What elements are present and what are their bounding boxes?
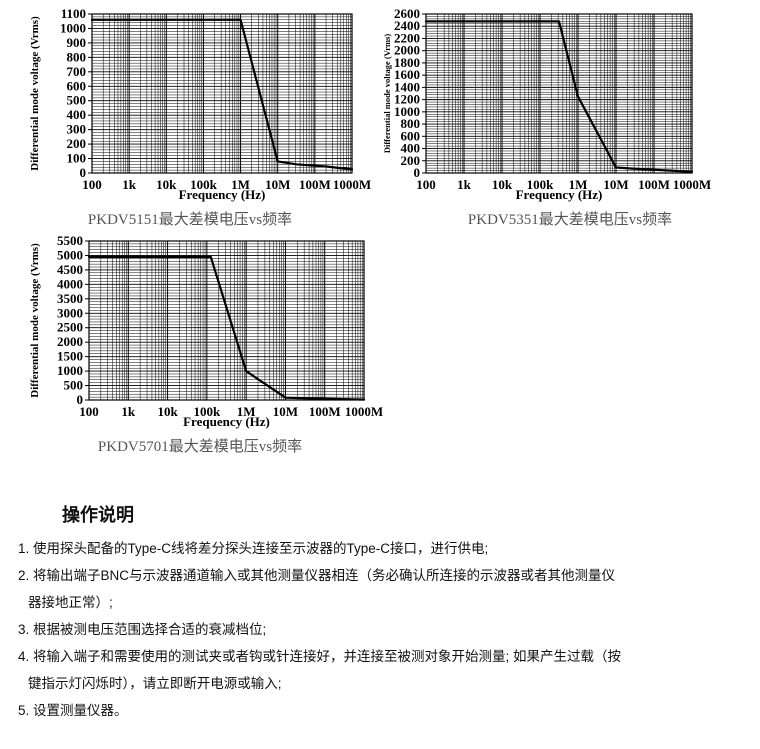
svg-text:1000: 1000 — [57, 363, 83, 378]
svg-text:Frequency (Hz): Frequency (Hz) — [183, 414, 270, 429]
svg-text:500: 500 — [64, 378, 84, 393]
svg-text:10k: 10k — [492, 177, 513, 192]
svg-text:1000: 1000 — [60, 20, 86, 35]
svg-text:100: 100 — [67, 151, 87, 166]
svg-text:Differential mode voltage (Vrm: Differential mode voltage (Vrms) — [382, 34, 392, 154]
svg-text:100M: 100M — [309, 404, 341, 419]
svg-text:300: 300 — [67, 122, 87, 137]
svg-text:4500: 4500 — [57, 262, 83, 277]
svg-text:4000: 4000 — [57, 276, 83, 291]
svg-text:2500: 2500 — [57, 320, 83, 335]
svg-text:1k: 1k — [122, 177, 137, 192]
svg-text:1k: 1k — [457, 177, 472, 192]
svg-text:500: 500 — [67, 93, 87, 108]
svg-text:1100: 1100 — [61, 6, 86, 21]
svg-text:3500: 3500 — [57, 291, 83, 306]
svg-text:10M: 10M — [273, 404, 298, 419]
svg-text:3000: 3000 — [57, 305, 83, 320]
svg-text:100M: 100M — [638, 177, 670, 192]
svg-text:2000: 2000 — [57, 334, 83, 349]
svg-text:Differential mode voltage (Vrm: Differential mode voltage (Vrms) — [29, 16, 41, 171]
svg-text:200: 200 — [67, 136, 87, 151]
svg-text:700: 700 — [67, 64, 87, 79]
svg-text:100: 100 — [82, 177, 102, 192]
svg-text:900: 900 — [67, 35, 87, 50]
svg-text:1500: 1500 — [57, 349, 83, 364]
svg-text:400: 400 — [67, 107, 87, 122]
svg-text:1000M: 1000M — [673, 177, 711, 192]
svg-text:1000M: 1000M — [345, 404, 383, 419]
svg-text:5000: 5000 — [57, 247, 83, 262]
svg-text:100M: 100M — [299, 177, 331, 192]
svg-text:10M: 10M — [265, 177, 290, 192]
svg-text:2600: 2600 — [394, 6, 420, 21]
svg-text:100: 100 — [416, 177, 436, 192]
svg-text:1k: 1k — [121, 404, 136, 419]
svg-text:10M: 10M — [603, 177, 628, 192]
svg-text:5500: 5500 — [57, 233, 83, 248]
svg-text:10k: 10k — [157, 404, 178, 419]
svg-text:1000M: 1000M — [333, 177, 371, 192]
svg-text:Frequency (Hz): Frequency (Hz) — [179, 187, 266, 202]
svg-text:Differential mode voltage (Vrm: Differential mode voltage (Vrms) — [29, 243, 41, 398]
svg-text:10k: 10k — [156, 177, 177, 192]
svg-text:100: 100 — [79, 404, 99, 419]
svg-text:Frequency (Hz): Frequency (Hz) — [516, 187, 603, 202]
svg-text:600: 600 — [67, 78, 87, 93]
svg-text:800: 800 — [67, 49, 87, 64]
